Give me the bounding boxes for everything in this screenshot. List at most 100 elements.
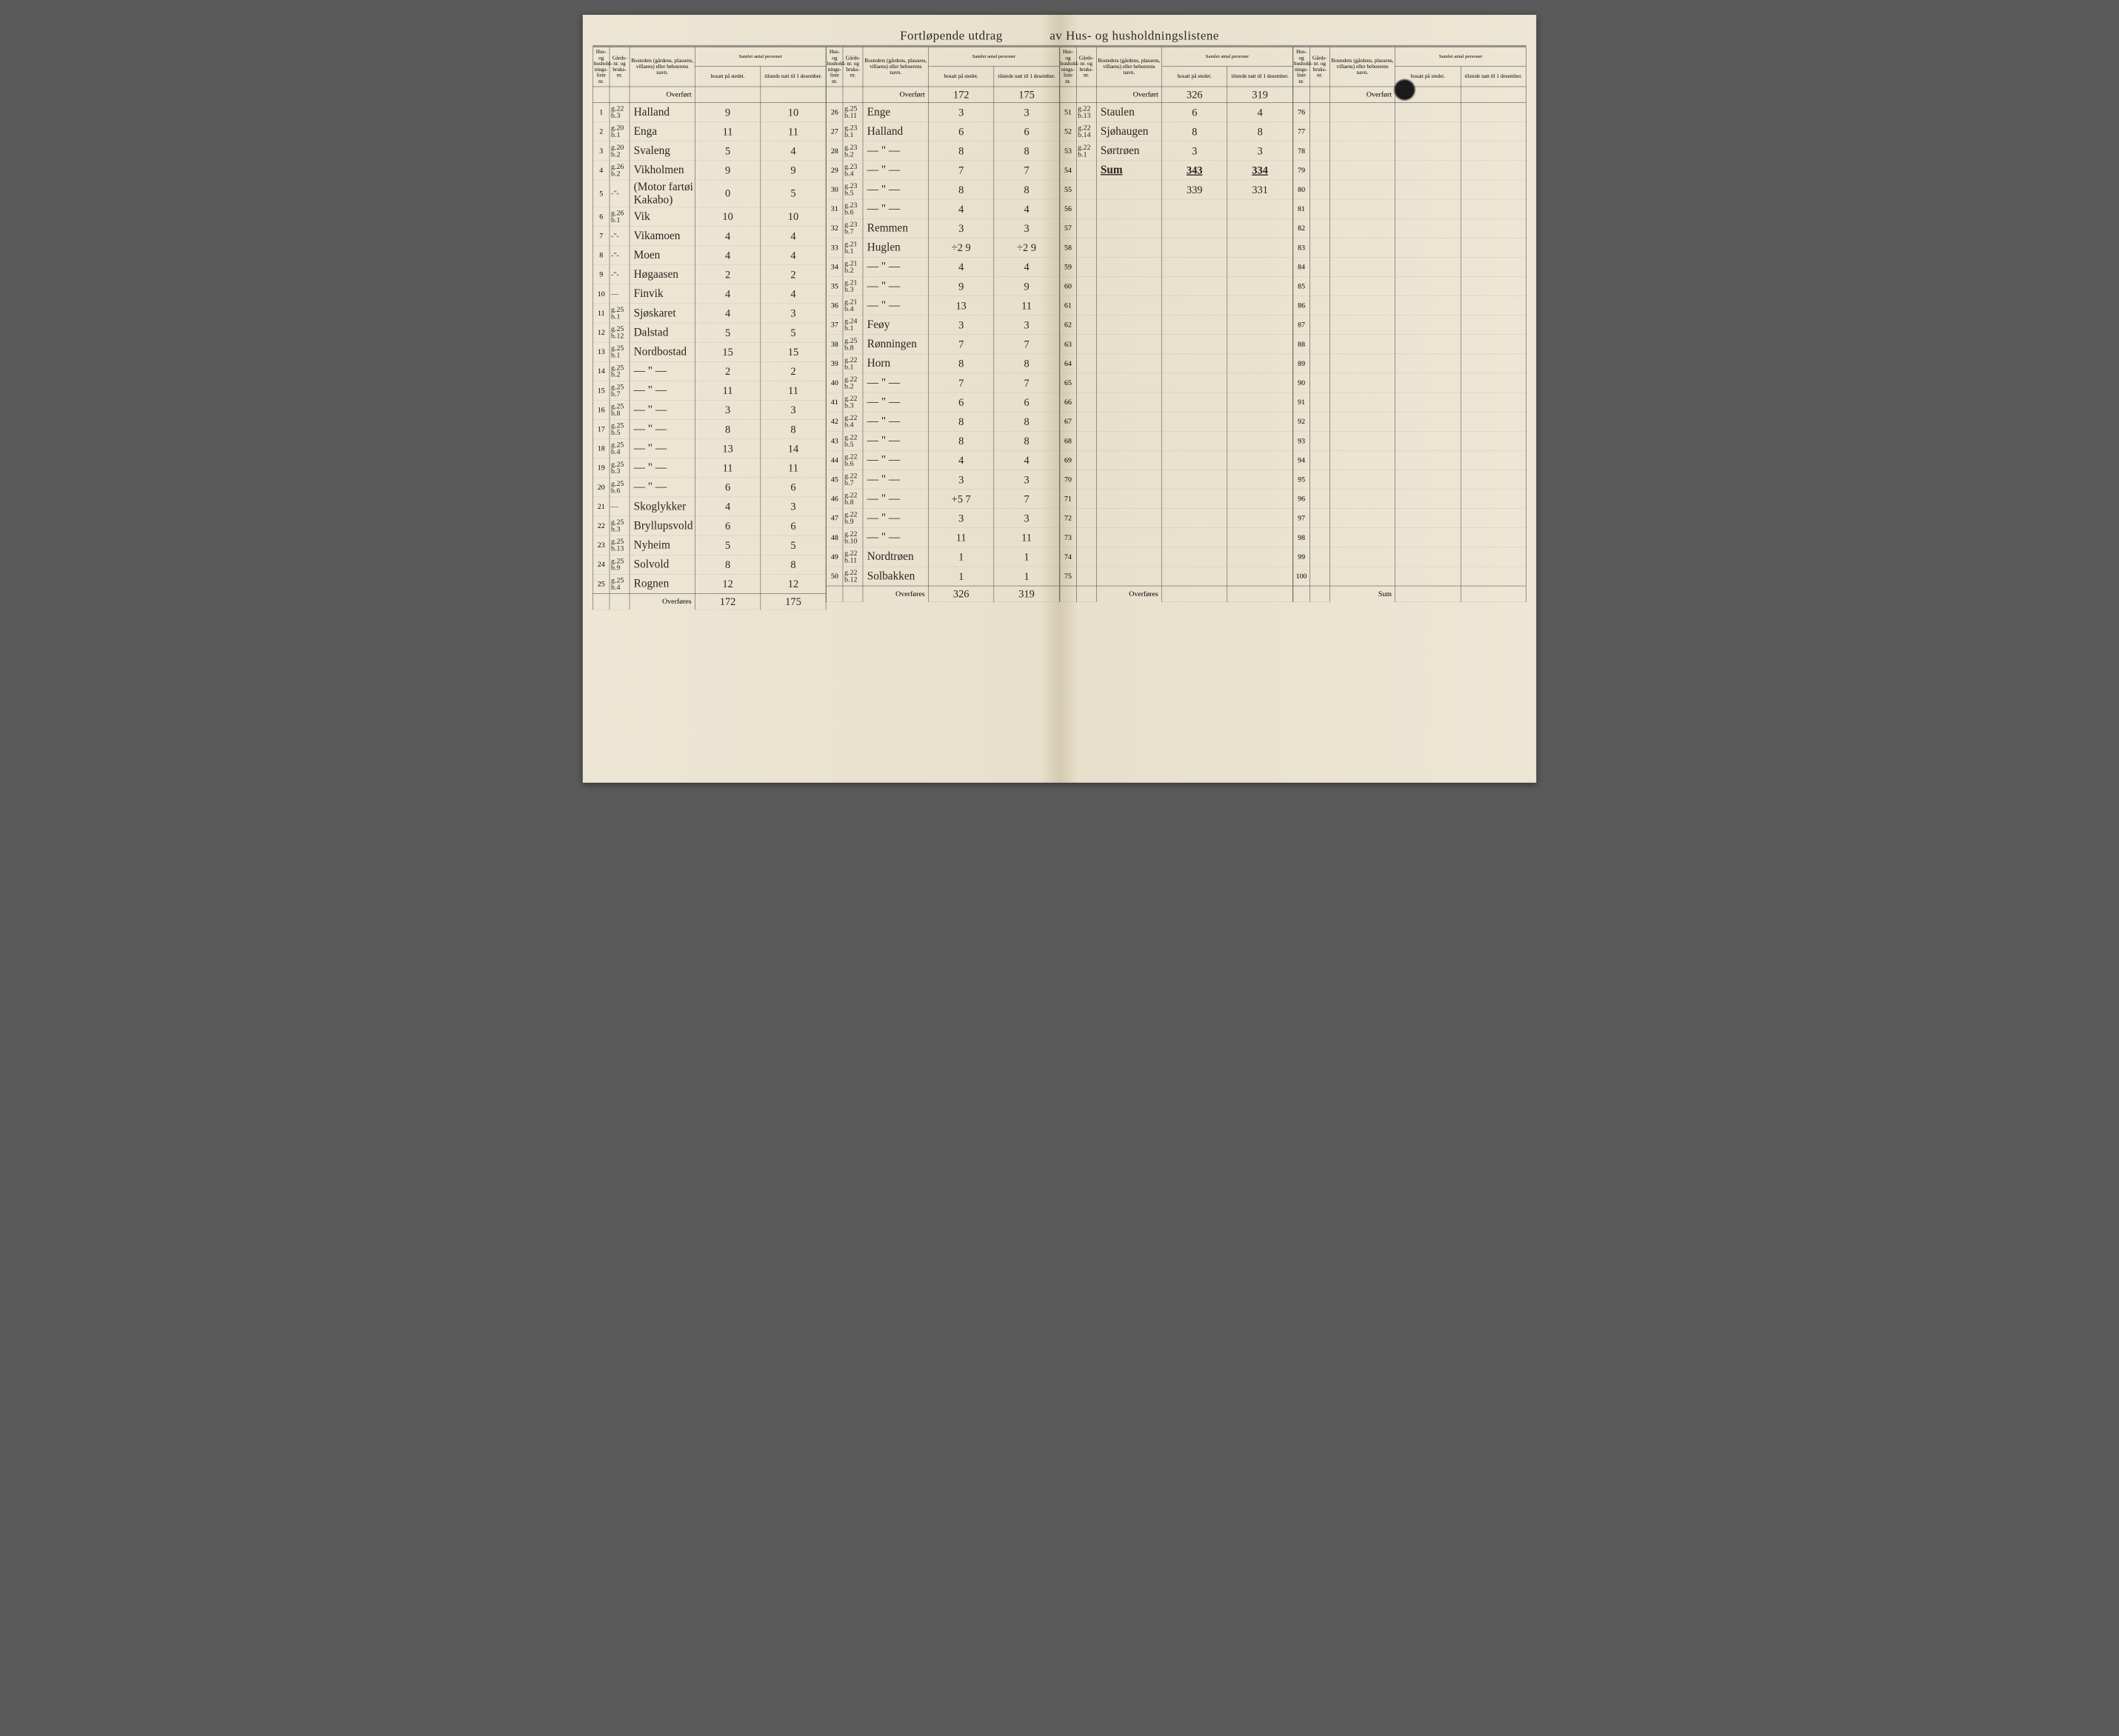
bosatt-value: 8 <box>695 555 760 574</box>
tilstede-value <box>1227 276 1292 296</box>
overfores-tilstede: 319 <box>994 586 1059 602</box>
row-number: 37 <box>827 315 844 334</box>
bosatt-value: ÷2 9 <box>928 238 993 257</box>
ledger-row: 37 g.24b.1 Feøy 3 3 <box>827 315 1060 334</box>
title-left: Fortløpende utdrag <box>900 28 1003 42</box>
tilstede-value <box>1227 199 1292 218</box>
row-number: 53 <box>1060 141 1077 161</box>
gard-bruk <box>1076 393 1096 412</box>
overfores-label: Overføres <box>863 586 928 602</box>
bosted-name: — " — <box>630 381 695 400</box>
overfort-tilstede: 319 <box>1227 87 1292 103</box>
row-number: 6 <box>593 207 610 226</box>
overfort-bosatt: 172 <box>928 87 993 103</box>
bosatt-value: 8 <box>928 412 993 431</box>
row-number: 91 <box>1293 393 1310 412</box>
gard-bruk <box>1076 296 1096 315</box>
tilstede-value <box>1227 412 1292 431</box>
tilstede-value: 10 <box>761 102 826 121</box>
row-number: 1 <box>593 102 610 121</box>
tilstede-value: 8 <box>994 180 1059 199</box>
bosted-name <box>1329 315 1395 334</box>
ledger-row: 49 g.22b.11 Nordtrøen 1 1 <box>827 547 1060 567</box>
row-number: 99 <box>1293 547 1310 567</box>
gard-bruk: g.26b.1 <box>610 207 630 226</box>
ledger-row: 56 <box>1060 199 1293 218</box>
ledger-row: 1 g.22b.3 Halland 9 10 <box>593 102 827 121</box>
bosatt-value <box>1162 335 1227 354</box>
ledger-row: 6 g.26b.1 Vik 10 10 <box>593 207 827 226</box>
gard-bruk: g.25b.9 <box>610 555 630 574</box>
gard-bruk <box>1076 567 1096 586</box>
gard-bruk: -"- <box>610 180 630 207</box>
row-number: 93 <box>1293 431 1310 450</box>
bosatt-value: 15 <box>695 342 760 361</box>
gard-bruk: g.25b.11 <box>843 102 863 121</box>
bosted-name <box>1329 373 1395 393</box>
bosted-name <box>1329 102 1395 121</box>
bosted-name <box>1096 450 1161 470</box>
gard-bruk <box>1076 528 1096 547</box>
gard-bruk <box>1309 528 1329 547</box>
panel-1: Hus- og hushold-nings-liste nr. Gårds-nr… <box>593 46 826 712</box>
bosatt-value: 3 <box>928 470 993 489</box>
overfort-label: Overført <box>630 87 695 103</box>
tilstede-value <box>1461 180 1526 199</box>
bosted-name <box>1329 489 1395 508</box>
ledger-row: 28 g.23b.2 — " — 8 8 <box>827 141 1060 161</box>
row-number: 10 <box>593 284 610 304</box>
bosatt-value <box>1162 373 1227 393</box>
bosted-name <box>1096 528 1161 547</box>
ledger-row: 25 g.25b.4 Rognen 12 12 <box>593 574 827 593</box>
ledger-row: 77 <box>1293 121 1526 141</box>
bosted-name: Solbakken <box>863 567 928 586</box>
bosatt-value <box>1395 567 1461 586</box>
bosted-name: Remmen <box>863 218 928 238</box>
bosatt-value: 9 <box>928 276 993 296</box>
tilstede-value: 14 <box>761 438 826 458</box>
ledger-row: 23 g.25b.13 Nyheim 5 5 <box>593 535 827 555</box>
gard-bruk <box>1309 238 1329 257</box>
bosatt-value <box>1395 393 1461 412</box>
bosted-name <box>1329 238 1395 257</box>
bosted-name <box>1329 161 1395 180</box>
tilstede-value <box>1227 354 1292 373</box>
bosted-name <box>1329 412 1395 431</box>
tilstede-value: 4 <box>761 245 826 264</box>
gard-bruk: g.23b.5 <box>843 180 863 199</box>
bosted-name: (Motor fartøi Kakabo) <box>630 180 695 207</box>
bosatt-value <box>1395 315 1461 334</box>
tilstede-value <box>1461 199 1526 218</box>
bosatt-value: 343 <box>1162 161 1227 180</box>
ledger-row: 65 <box>1060 373 1293 393</box>
bosatt-value <box>1162 218 1227 238</box>
bosatt-value: 6 <box>695 478 760 497</box>
bosted-name: — " — <box>863 489 928 508</box>
bosted-name <box>1329 296 1395 315</box>
bosted-name: — " — <box>863 373 928 393</box>
row-number: 61 <box>1060 296 1077 315</box>
row-number: 62 <box>1060 315 1077 334</box>
tilstede-value: 15 <box>761 342 826 361</box>
row-number: 76 <box>1293 102 1310 121</box>
header-bosatt: bosatt på stedet. <box>695 66 760 86</box>
ledger-row: 57 <box>1060 218 1293 238</box>
ledger-row: 27 g.23b.1 Halland 6 6 <box>827 121 1060 141</box>
gard-bruk <box>1309 489 1329 508</box>
ledger-row: 55 339 331 <box>1060 180 1293 199</box>
tilstede-value <box>1227 431 1292 450</box>
ledger-row: 91 <box>1293 393 1526 412</box>
ledger-row: 46 g.22b.8 — " — +5 7 7 <box>827 489 1060 508</box>
tilstede-value: ÷2 9 <box>994 238 1059 257</box>
row-number: 70 <box>1060 470 1077 489</box>
overfort-tilstede <box>1461 87 1526 103</box>
bosted-name: — " — <box>863 161 928 180</box>
ledger-row: 26 g.25b.11 Enge 3 3 <box>827 102 1060 121</box>
gard-bruk: g.22b.12 <box>843 567 863 586</box>
bosted-name: Vikamoen <box>630 226 695 245</box>
bosatt-value: 7 <box>928 335 993 354</box>
bosted-name: Sjøhaugen <box>1096 121 1161 141</box>
ledger-row: 58 <box>1060 238 1293 257</box>
row-number: 92 <box>1293 412 1310 431</box>
ledger-row: 51 g.22b.13 Staulen 6 4 <box>1060 102 1293 121</box>
